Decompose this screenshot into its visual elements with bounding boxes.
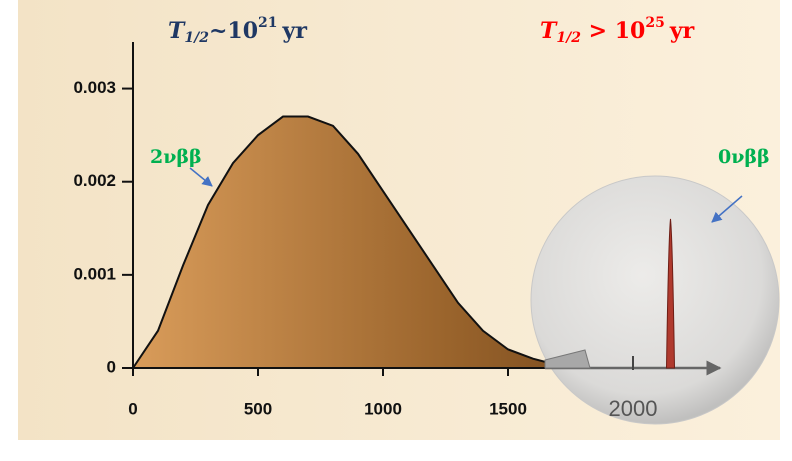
half-life-part: 21 xyxy=(258,15,277,31)
half-life-part: 1/2 xyxy=(556,30,581,46)
y-tick-label: 0.003 xyxy=(73,78,116,97)
x-tick-label: 1500 xyxy=(489,399,527,418)
half-life-part: ~ xyxy=(209,18,227,44)
series-label: 2νββ xyxy=(150,146,202,168)
half-life-part: T xyxy=(168,18,186,44)
half-life-part: 1/2 xyxy=(184,30,209,46)
x-tick-label: 2000 xyxy=(609,396,658,421)
series-label: 0νββ xyxy=(718,146,770,168)
x-tick-label: 500 xyxy=(244,399,272,418)
half-life-part: T xyxy=(540,18,558,44)
half-life-part: 25 xyxy=(645,15,664,31)
x-tick-label: 1000 xyxy=(364,399,402,418)
half-life-part: yr xyxy=(669,18,695,44)
y-tick-label: 0.001 xyxy=(73,264,116,283)
chart: 0 0.001 0.002 0.003 0 500 1000 1500 2000 2νββ 0νββ… xyxy=(0,0,792,461)
half-life-part: 10 xyxy=(227,18,258,44)
half-life-part: 10 xyxy=(615,18,646,44)
x-tick-label: 0 xyxy=(128,399,137,418)
half-life-part: > xyxy=(581,18,615,44)
y-tick-label: 0.002 xyxy=(73,171,116,190)
magnifier xyxy=(531,176,779,424)
y-tick-label: 0 xyxy=(107,357,116,376)
half-life-part: yr xyxy=(282,18,308,44)
